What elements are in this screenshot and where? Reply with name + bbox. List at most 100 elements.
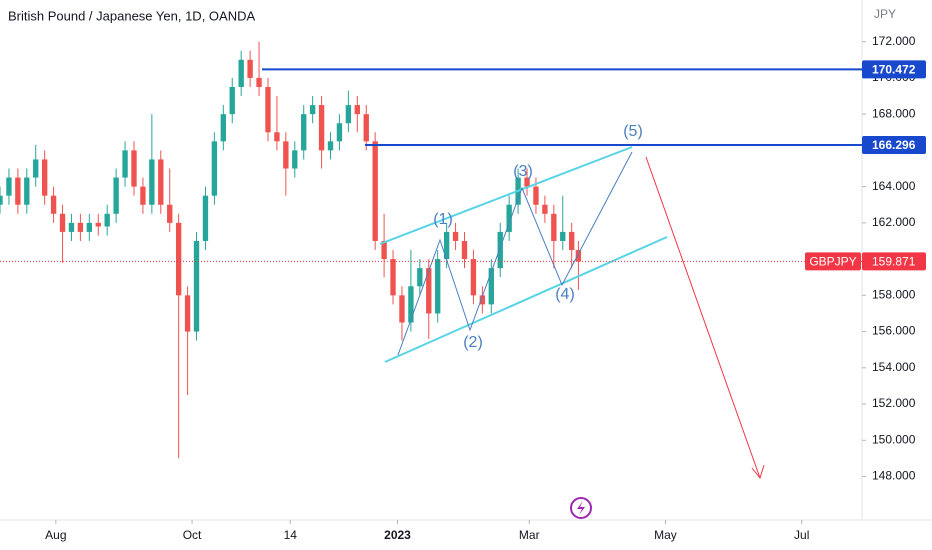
last-price-box [862, 252, 926, 271]
candle-body [301, 114, 307, 151]
candle-body [140, 186, 146, 205]
candle-body [167, 204, 173, 223]
candle-body [193, 240, 200, 332]
candle-body [452, 231, 459, 241]
candle-body [77, 222, 84, 232]
wave-label: (1) [433, 211, 453, 228]
candle-body [506, 204, 512, 232]
candle-body [220, 114, 226, 142]
x-tick-label: Mar [519, 528, 540, 542]
y-tick-label: 158.000 [872, 288, 916, 302]
y-tick-label: 150.000 [872, 432, 916, 446]
candle-body [479, 295, 486, 305]
last-price-label: 159.871 [872, 255, 916, 269]
price-label-box [862, 136, 926, 155]
candle-body [408, 286, 414, 323]
candle-body [122, 150, 128, 178]
candle-body [345, 105, 352, 124]
x-tick-label: Oct [183, 528, 202, 542]
channel-upper [379, 146, 633, 245]
y-tick-label: 148.000 [872, 469, 916, 483]
candle-body [256, 77, 262, 87]
event-icon-bolt [577, 501, 585, 515]
candle-body [399, 295, 405, 323]
x-tick-label: 2023 [384, 528, 411, 542]
channel-lower [384, 236, 668, 363]
candle-body [327, 141, 334, 151]
wave-label: (4) [555, 286, 575, 303]
candle-body [113, 177, 119, 214]
candle-body [265, 86, 271, 133]
candle-body [381, 240, 387, 260]
candle-body [336, 123, 343, 142]
candle-body [292, 150, 298, 169]
candle-body [497, 231, 503, 269]
event-icon[interactable] [570, 497, 592, 519]
x-tick-label: Aug [45, 528, 66, 542]
candle-body [149, 159, 155, 205]
candle-body [175, 222, 182, 296]
candle-body [488, 268, 494, 305]
candle-body [309, 105, 316, 115]
candle-body [435, 259, 441, 314]
wave-label: (5) [623, 123, 643, 140]
axis-unit: JPY [874, 7, 896, 21]
candle-body [6, 177, 12, 196]
wave-path [397, 151, 633, 356]
candle-body [24, 177, 30, 205]
candle-body [575, 250, 582, 262]
chart-title: British Pound / Japanese Yen, 1D, OANDA [8, 8, 255, 23]
candle-body [184, 295, 191, 332]
y-tick-label: 164.000 [872, 179, 916, 193]
y-tick-label: 154.000 [872, 360, 916, 374]
candle-body [0, 195, 3, 205]
candle-body [461, 240, 468, 260]
candle-body [86, 222, 93, 232]
candle-body [354, 105, 360, 115]
price-label: 170.472 [872, 63, 916, 77]
candle-body [542, 204, 548, 214]
candle-body [68, 222, 75, 232]
candle-body [533, 186, 539, 205]
wave-label: (2) [463, 334, 483, 351]
wave-label: (3) [513, 163, 533, 180]
candle-body [417, 268, 423, 287]
candle-body [247, 59, 253, 78]
candle-body [95, 222, 101, 227]
drawings [379, 146, 765, 519]
candle-body [50, 195, 57, 214]
y-tick-label: 168.000 [872, 106, 916, 120]
arrow-head [751, 464, 765, 480]
candle-body [318, 105, 325, 151]
candle-body [238, 59, 244, 87]
y-tick-label: 172.000 [872, 34, 916, 48]
candle-body [551, 213, 557, 241]
candle-body [560, 231, 566, 241]
candle-body [426, 268, 432, 314]
candle-body [211, 141, 218, 196]
candle-body [363, 114, 369, 142]
x-tick-label: May [654, 528, 677, 542]
candle-body [15, 177, 21, 205]
candle-body [372, 141, 378, 241]
candles [0, 41, 582, 459]
y-tick-label: 152.000 [872, 396, 916, 410]
candle-body [104, 213, 110, 227]
symbol-box [805, 252, 861, 271]
price-label: 166.296 [872, 138, 916, 152]
candle-body [41, 159, 48, 196]
x-tick-label: 14 [284, 528, 298, 542]
y-tick-label: 156.000 [872, 324, 916, 338]
candle-body [569, 231, 575, 251]
candle-body [229, 86, 235, 115]
symbol-label: GBPJPY [809, 255, 856, 269]
x-tick-label: Jul [794, 528, 809, 542]
candle-body [524, 177, 530, 187]
candle-body [59, 213, 66, 232]
candle-body [131, 150, 137, 187]
candle-body [33, 159, 39, 178]
price-label-box [862, 60, 926, 79]
candle-body [274, 132, 280, 142]
candle-body [283, 141, 289, 169]
candle-body [158, 159, 164, 205]
